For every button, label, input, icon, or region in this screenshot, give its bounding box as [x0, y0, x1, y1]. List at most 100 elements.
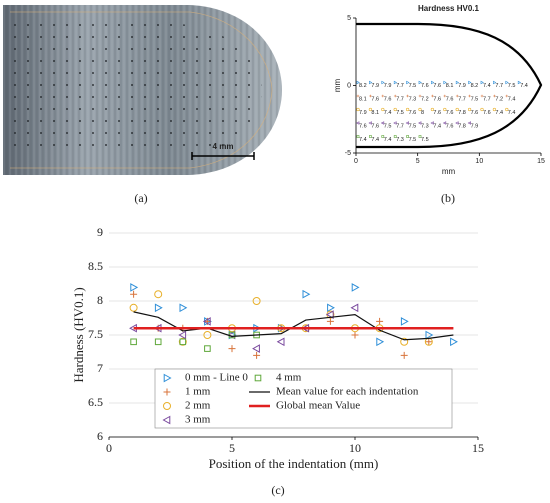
marker	[393, 94, 397, 98]
marker	[376, 337, 385, 347]
y-tick-label: -5	[345, 150, 351, 157]
y-tick-label: 8	[97, 293, 103, 307]
indent-value: 7.4	[508, 96, 516, 102]
marker	[325, 310, 334, 319]
marker	[204, 345, 211, 352]
marker	[505, 107, 509, 112]
indent-value: 7.5	[508, 83, 516, 89]
marker	[276, 337, 285, 347]
marker	[203, 331, 212, 339]
marker	[443, 107, 447, 112]
marker	[493, 80, 497, 85]
y-tick-label: 7.5	[88, 327, 103, 341]
marker	[418, 135, 422, 138]
marker	[406, 135, 409, 138]
indent-value: 7.6	[446, 96, 454, 102]
marker	[381, 80, 385, 85]
marker	[450, 337, 458, 347]
indent-value: 7.4	[483, 83, 491, 89]
indent-value: 7.4	[384, 110, 392, 116]
marker	[228, 345, 236, 353]
x-tick-label: 10	[475, 158, 483, 165]
indent-value: 7.6	[359, 123, 367, 129]
marker	[468, 94, 471, 98]
marker	[517, 80, 522, 85]
y-tick-label: 7	[97, 361, 103, 375]
x-tick-label: 0	[106, 441, 112, 455]
marker	[380, 121, 385, 125]
marker	[376, 317, 384, 325]
indent-value: 7.9	[359, 110, 367, 116]
indent-value: 7.5	[409, 137, 417, 143]
marker	[443, 80, 447, 85]
marker	[400, 351, 408, 359]
indent-value: 7.3	[396, 137, 404, 143]
marker	[400, 317, 409, 326]
y-tick-label: 5	[347, 15, 351, 22]
marker	[480, 80, 484, 85]
indent-value: 8	[421, 110, 424, 116]
indent-value: 7.6	[371, 123, 379, 129]
marker	[418, 80, 422, 85]
indent-value: 7.6	[446, 110, 454, 116]
marker	[493, 94, 496, 98]
y-tick-label: 6.5	[88, 395, 103, 409]
indent-value: 7.7	[396, 83, 404, 89]
marker	[369, 135, 372, 138]
micrograph	[3, 5, 282, 175]
indent-value: 7.4	[359, 137, 367, 143]
marker	[418, 121, 422, 125]
marker	[505, 94, 509, 98]
scale-bar-label: 4 mm	[213, 142, 234, 151]
marker	[405, 121, 409, 125]
marker	[369, 94, 372, 98]
marker	[393, 135, 397, 138]
marker	[431, 80, 435, 85]
marker	[163, 388, 171, 396]
marker	[418, 107, 422, 112]
marker	[154, 338, 162, 346]
marker	[425, 338, 433, 346]
indent-value: 7.9	[384, 83, 392, 89]
marker	[356, 121, 360, 125]
marker	[467, 121, 471, 125]
marker	[327, 303, 335, 313]
indent-value: 7.6	[433, 110, 441, 116]
marker	[425, 330, 434, 340]
indent-value: 7.5	[471, 96, 479, 102]
marker	[254, 374, 262, 382]
x-axis-label: Position of the indentation (mm)	[209, 456, 379, 471]
indent-value: 7.5	[384, 123, 392, 129]
marker	[393, 80, 398, 85]
section-outline	[356, 22, 543, 149]
legend-box	[154, 368, 453, 429]
marker	[393, 107, 397, 112]
legend-label: 2 mm	[185, 400, 211, 412]
marker	[480, 107, 484, 112]
marker	[393, 121, 397, 125]
marker	[356, 135, 360, 138]
legend-label: 1 mm	[185, 386, 211, 398]
indent-value: 7.3	[409, 96, 417, 102]
legend-label: Global mean Value	[276, 400, 360, 412]
indent-value: 7.4	[371, 137, 379, 143]
marker	[430, 121, 434, 125]
marker	[252, 344, 260, 353]
marker	[468, 107, 472, 112]
marker	[406, 94, 409, 98]
indent-value: 7.6	[471, 110, 479, 116]
caption: (a)	[134, 191, 147, 205]
marker	[406, 80, 410, 85]
indent-value: 7.6	[421, 83, 429, 89]
marker	[178, 330, 187, 340]
marker	[350, 303, 359, 313]
marker	[179, 338, 187, 346]
marker	[492, 107, 497, 112]
marker	[480, 94, 484, 98]
legend-label: Mean value for each indentation	[276, 386, 419, 398]
marker	[356, 80, 360, 85]
marker	[505, 80, 509, 85]
legend-label: 3 mm	[185, 414, 211, 426]
marker	[442, 121, 447, 125]
marker	[431, 94, 434, 98]
